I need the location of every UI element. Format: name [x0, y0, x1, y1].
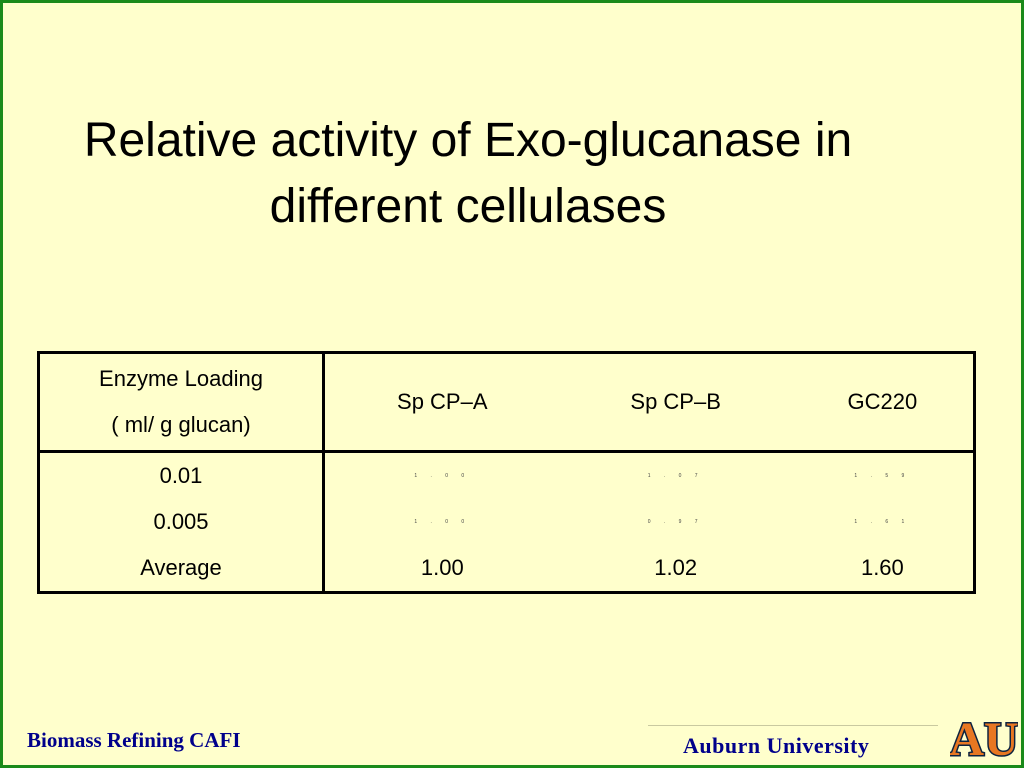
sp-cp-b-values: 1 . 0 7 0 . 9 7 1.02 — [560, 452, 792, 593]
cell-value: 1 . 6 1 — [854, 519, 911, 525]
cell-average: 1.02 — [654, 555, 698, 580]
sp-cp-a-values: 1 . 0 0 1 . 0 0 1.00 — [324, 452, 560, 593]
slide-title: Relative activity of Exo-glucanase in di… — [3, 108, 933, 240]
title-line-1: Relative activity of Exo-glucanase in — [83, 114, 853, 167]
header-enzyme-loading-line1: Enzyme Loading — [99, 366, 263, 391]
cell-average: 1.00 — [420, 555, 464, 580]
cell-average: 1.60 — [860, 555, 904, 580]
row-label-average: Average — [140, 555, 222, 580]
footer-auburn-university: Auburn University — [683, 733, 870, 758]
cell-value: 1 . 0 0 — [414, 473, 471, 479]
row-label-0.005: 0.005 — [153, 509, 209, 534]
loading-labels: 0.01 0.005 Average — [38, 451, 325, 593]
activity-table: Enzyme Loading ( ml/ g glucan) Sp CP–A S… — [37, 351, 976, 594]
auburn-logo-icon: AU — [950, 712, 1018, 766]
header-gc220: GC220 — [791, 352, 975, 453]
table-header-row: Enzyme Loading ( ml/ g glucan) Sp CP–A S… — [38, 352, 975, 453]
cell-value: 1 . 0 7 — [647, 473, 704, 479]
title-line-2: different cellulases — [269, 180, 667, 233]
footer-divider — [648, 725, 938, 726]
header-sp-cp-a: Sp CP–A — [323, 352, 560, 453]
header-sp-cp-b: Sp CP–B — [559, 352, 792, 453]
row-label-0.01: 0.01 — [159, 463, 203, 488]
gc220-values: 1 . 5 9 1 . 6 1 1.60 — [792, 452, 975, 593]
cell-value: 0 . 9 7 — [647, 519, 704, 525]
cell-value: 1 . 0 0 — [414, 519, 471, 525]
logo-text: AU — [950, 713, 1018, 765]
table-body-row: 0.01 0.005 Average 1 . 0 0 1 . 0 0 1.00 … — [38, 451, 975, 593]
header-enzyme-loading: Enzyme Loading ( ml/ g glucan) — [38, 352, 325, 453]
footer-biomass-refining: Biomass Refining CAFI — [27, 728, 241, 752]
header-enzyme-loading-line2: ( ml/ g glucan) — [111, 412, 251, 437]
cell-value: 1 . 5 9 — [854, 473, 911, 479]
